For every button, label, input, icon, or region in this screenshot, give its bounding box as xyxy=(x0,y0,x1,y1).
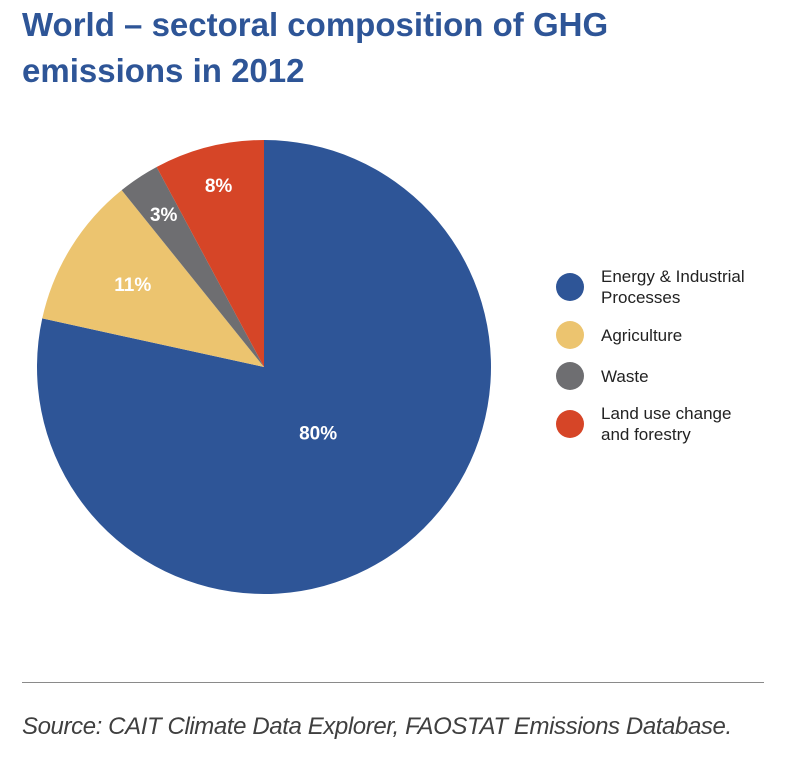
legend-item-land-use-change-and-forestry: Land use change and forestry xyxy=(556,403,786,445)
slice-label-land-use-change-and-forestry: 8% xyxy=(205,176,233,197)
legend-label-land-use-change-and-forestry: Land use change and forestry xyxy=(601,404,732,444)
pie-slice-land-use-change-and-forestry xyxy=(156,140,264,367)
legend-label-waste: Waste xyxy=(601,366,649,386)
chart-title: World – sectoral composition of GHG emis… xyxy=(22,6,609,89)
legend-label-agriculture: Agriculture xyxy=(601,325,683,345)
legend-label-energy-and-industrial-processes: Energy & Industrial Processes xyxy=(601,267,745,307)
slice-label-energy-and-industrial-processes: 80% xyxy=(299,424,337,445)
legend: Energy & Industrial Processes Agriculture… xyxy=(556,266,786,458)
legend-item-energy-and-industrial-processes: Energy & Industrial Processes xyxy=(556,266,786,308)
pie-slice-agriculture xyxy=(42,190,264,367)
legend-swatch-agriculture xyxy=(556,321,584,349)
legend-swatch-land-use-change-and-forestry xyxy=(556,410,584,438)
legend-swatch-energy-and-industrial-processes xyxy=(556,273,584,301)
pie-slices xyxy=(37,140,491,594)
legend-swatch-waste xyxy=(556,362,584,390)
slice-label-waste: 3% xyxy=(150,205,178,226)
divider xyxy=(22,682,764,683)
pie-labels: 80% 11% 3% 8% xyxy=(114,176,337,445)
legend-item-agriculture: Agriculture xyxy=(556,321,786,349)
pie-chart: 80% 11% 3% 8% xyxy=(37,140,491,594)
legend-item-waste: Waste xyxy=(556,362,786,390)
pie-slice-waste xyxy=(121,167,264,367)
source-note: Source: CAIT Climate Data Explorer, FAOS… xyxy=(22,713,732,740)
slice-label-agriculture: 11% xyxy=(114,275,151,296)
